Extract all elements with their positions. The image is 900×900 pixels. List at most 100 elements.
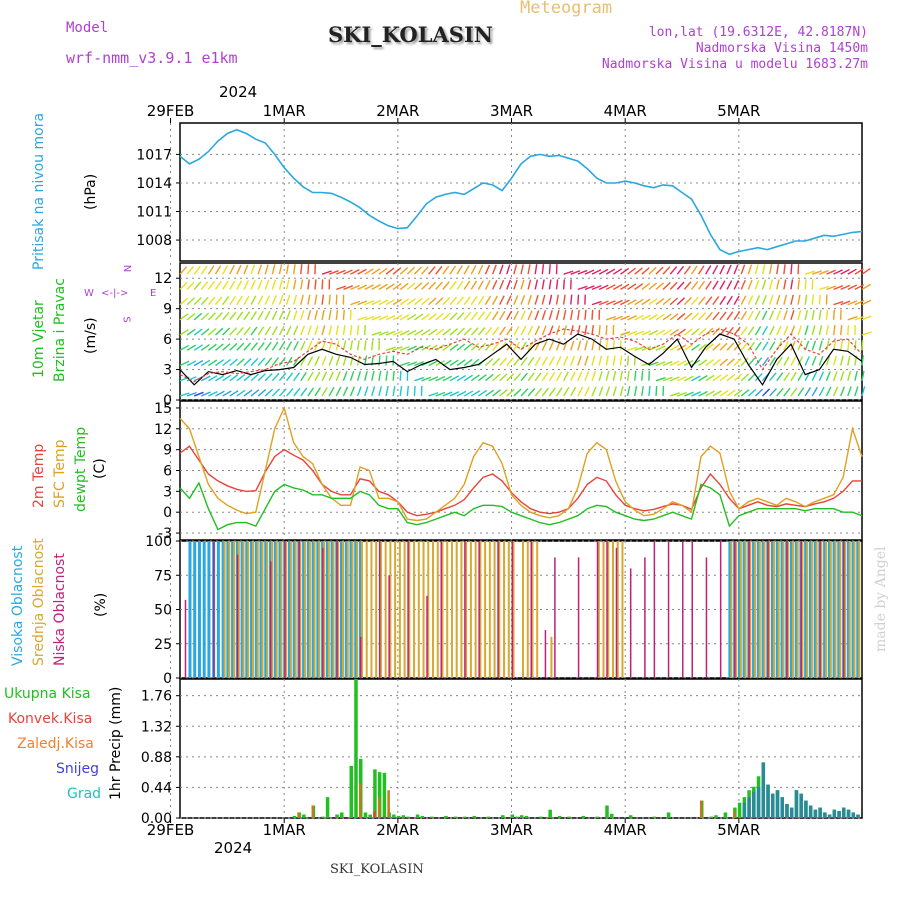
wind-barb [456,390,467,397]
wind-barb [634,267,643,275]
wind-barb [470,390,481,397]
wind-barb [854,370,858,381]
cloud-mid-bar [744,541,747,678]
wind-barb [406,266,416,275]
precip-total-bar [302,814,306,818]
wind-barb [392,385,396,397]
wind-barb [527,279,532,290]
wind-barb [449,296,458,306]
wind-barb [200,281,209,290]
wind-barb [541,279,545,290]
cloud-high-bar [325,541,329,678]
cloud-mid-bar [735,541,738,678]
wind-barb [421,329,431,336]
wind-barb [477,374,487,382]
wind-barb [825,325,829,336]
wind-barb [712,265,719,275]
cloud-mid-bar [844,541,847,678]
cloud-high-bar [794,541,798,678]
wind-barb [769,388,777,397]
wind-barb [442,344,452,351]
cloud-mid-bar [370,541,373,678]
wind-barb [485,389,495,397]
wind-barb [186,376,197,382]
wind-barb [349,309,352,320]
wind-barb [428,281,437,290]
wind-barb [428,297,437,306]
wind-barb [428,266,436,275]
wind-barb [371,370,375,381]
x-tick-label-top: 5MAR [717,102,760,120]
wind-barb [825,386,832,397]
wind-barb [691,343,700,351]
wind-barb [399,345,410,351]
wind-barb [506,264,511,275]
cloud-low-bar [682,541,684,678]
wind-barb [257,357,266,366]
wind-barb [321,371,328,382]
wind-barb [300,340,306,351]
wind-barb [684,344,694,351]
wind-barb [456,265,463,275]
wind-barb [591,300,602,306]
wind-barb [712,343,721,351]
wind-barb [740,389,750,397]
wind-barb [378,370,382,381]
wind-barb [399,282,409,290]
cloud-mid-bar [427,541,430,678]
cloud-high-bar [780,541,784,678]
wind-barb [776,279,780,290]
wind-barb [648,385,651,397]
wind-barb [783,372,791,382]
wind-barb [470,280,478,290]
wind-barb [570,355,576,366]
wind-barb [414,361,424,367]
precip-total-bar [420,815,425,818]
wind-barb [712,280,719,290]
cloud-high-bar [240,541,244,678]
wind-barb [548,356,555,366]
wind-barb [577,269,588,275]
wind-barb [854,340,857,351]
wind-barb [847,340,850,351]
wind-barb [613,283,623,290]
wind-barb [207,327,217,336]
wind-barb [662,282,671,290]
wind-barb [364,284,374,291]
wind-barb [250,373,259,382]
wind-barb [264,388,274,397]
cloud-low-bar [407,541,409,678]
wind-barb [442,265,450,275]
wind-barb [428,313,437,321]
wind-barb [555,387,563,397]
cloud-high-bar [837,541,841,678]
y-tick-label: 0 [163,671,172,687]
wind-barb [712,311,720,321]
wind-barb [506,295,512,305]
cloud-mid-bar [597,541,600,678]
wind-barb [719,264,725,275]
wind-barb [449,359,459,367]
wind-barb [186,281,195,290]
wind-barb [491,311,499,321]
precip-total-bar [605,805,609,818]
wind-barb [747,326,755,336]
cloud-mid-bar [304,541,307,678]
precip-total-bar [340,812,344,818]
y-tick-label: 0 [163,505,172,521]
wind-barb [342,386,349,397]
wind-barb [847,355,851,366]
wind-barb [783,279,787,290]
wind-barb [605,284,616,291]
wind-barb [407,361,417,367]
wind-barb [691,375,701,382]
y-tick-label: 25 [154,637,172,653]
wind-barb [463,374,473,382]
wind-barb [655,329,666,336]
cloud-mid-bar [228,541,231,678]
wind-barb [598,268,609,275]
wind-barb [499,326,506,336]
wind-barb [407,345,417,351]
precip-conv-bar [382,816,386,818]
precip-total-bar [510,814,515,818]
